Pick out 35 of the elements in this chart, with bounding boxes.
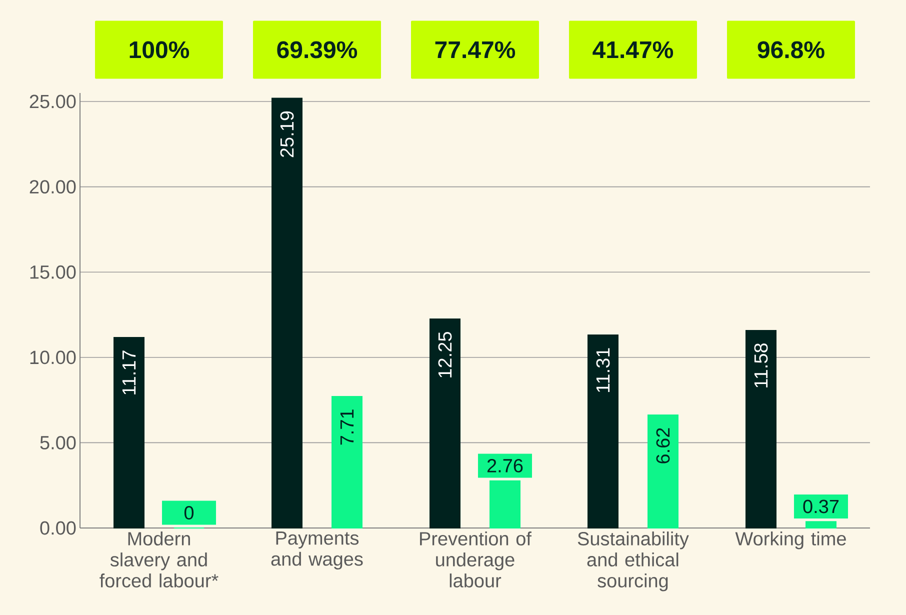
bar [332, 396, 362, 528]
x-tick-label: Sustainability and ethical sourcing [578, 532, 689, 592]
bar [647, 414, 678, 528]
text: 96.8% [758, 41, 824, 58]
data-label: 0 [184, 506, 194, 520]
bar [490, 480, 520, 528]
x-tick-label: Modern slavery and forced labour* [100, 532, 218, 588]
y-tick-label: 5.00 [40, 436, 76, 450]
y-tick-label: 0.00 [40, 521, 76, 535]
data-label: 11.31 [596, 348, 610, 392]
text: 77.47% [435, 41, 516, 58]
y-tick-label: 25.00 [30, 94, 76, 108]
bar [587, 334, 618, 528]
bar [805, 521, 836, 528]
data-label: 12.25 [438, 332, 452, 378]
text: 41.47% [592, 41, 674, 58]
x-tick-label: Prevention of underage labour [420, 532, 532, 588]
data-label: 6.62 [656, 428, 670, 464]
bar [272, 98, 302, 528]
y-tick-label: 15.00 [30, 265, 76, 279]
x-tick-label: Payments and wages [271, 532, 363, 570]
y-tick-label: 10.00 [30, 350, 76, 364]
text: 100% [130, 41, 190, 58]
bar [114, 336, 145, 528]
data-label: 2.76 [487, 458, 523, 472]
bar [430, 318, 460, 528]
data-label: 11.58 [754, 343, 768, 388]
text: 69.39% [277, 41, 358, 58]
data-label: 11.17 [122, 350, 136, 394]
data-label: 7.71 [340, 410, 354, 445]
y-tick-label: 20.00 [30, 180, 76, 194]
data-label: 25.19 [280, 111, 294, 158]
bar [745, 330, 776, 528]
x-tick-label: Working time [735, 532, 846, 550]
data-label: 0.37 [803, 500, 839, 514]
